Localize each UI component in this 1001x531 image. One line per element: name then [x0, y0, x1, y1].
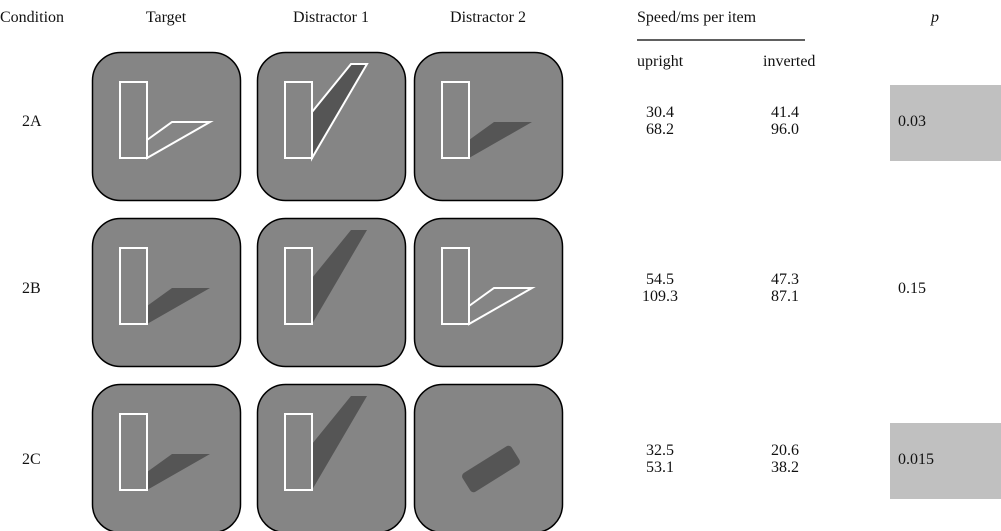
stimulus-tile	[258, 53, 406, 201]
speed-upright: 30.4	[646, 104, 674, 122]
stimulus-tile	[415, 219, 563, 367]
stimulus-tile	[93, 219, 241, 367]
condition-label: 2B	[22, 280, 41, 298]
header-inverted: inverted	[763, 53, 815, 71]
p-value: 0.03	[898, 113, 926, 131]
speed-inverted: 87.1	[771, 288, 799, 306]
tile-bg	[93, 385, 241, 531]
stimulus-tile	[415, 53, 563, 201]
header-p: p	[931, 9, 939, 27]
speed-inverted: 20.6	[771, 442, 799, 460]
header-distractor: Distractor 2	[450, 9, 526, 27]
speed-upright: 109.3	[642, 288, 678, 306]
stimulus-tile	[258, 385, 406, 531]
speed-upright: 68.2	[646, 121, 674, 139]
speed-upright: 32.5	[646, 442, 674, 460]
header-condition: Condition	[0, 9, 64, 27]
header-upright: upright	[637, 53, 683, 71]
stimuli	[0, 0, 1001, 531]
stimulus-tile	[93, 385, 241, 531]
speed-upright: 53.1	[646, 459, 674, 477]
condition-label: 2A	[22, 113, 42, 131]
figure-table: Condition Target Distractor 1 Distractor…	[0, 0, 1001, 531]
p-value: 0.015	[898, 451, 934, 469]
header-distractor: Distractor 1	[293, 9, 369, 27]
tile-bg	[258, 219, 406, 367]
stimulus-tile	[258, 219, 406, 367]
stimulus-tile	[415, 385, 563, 531]
stimulus-tile	[93, 53, 241, 201]
tile-bg	[258, 385, 406, 531]
p-value: 0.15	[898, 280, 926, 298]
header-speed: Speed/ms per item	[637, 9, 756, 27]
speed-inverted: 41.4	[771, 104, 799, 122]
speed-inverted: 96.0	[771, 121, 799, 139]
speed-upright: 54.5	[646, 271, 674, 289]
speed-inverted: 47.3	[771, 271, 799, 289]
speed-inverted: 38.2	[771, 459, 799, 477]
header-target: Target	[146, 9, 186, 27]
condition-label: 2C	[22, 451, 41, 469]
